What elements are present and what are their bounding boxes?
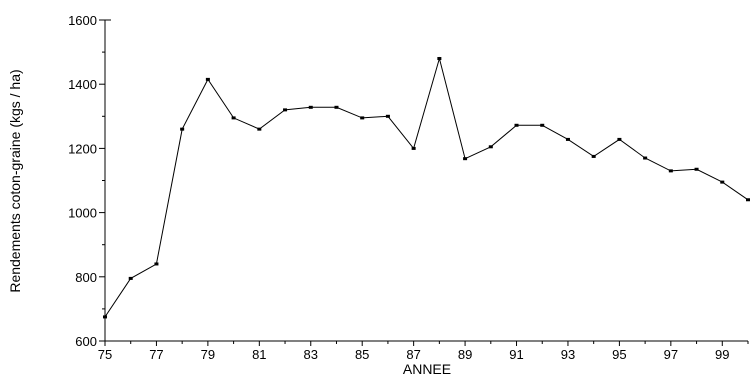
x-tick-label: 93	[561, 347, 575, 362]
data-point	[540, 123, 545, 127]
data-point	[488, 145, 493, 149]
y-tick-label: 1600	[68, 13, 97, 28]
y-axis-title: Rendements coton-graine (kgs / ha)	[7, 69, 23, 292]
x-tick-label: 85	[355, 347, 369, 362]
data-point	[720, 180, 725, 184]
x-tick-label: 87	[406, 347, 420, 362]
data-point	[565, 137, 570, 141]
y-axis: 600 800 1000 1200 1400 1600	[68, 13, 111, 349]
data-point	[180, 127, 185, 131]
data-point	[617, 137, 622, 141]
data-point	[746, 198, 750, 202]
data-point	[231, 116, 236, 120]
data-point	[334, 105, 339, 109]
data-point	[437, 57, 442, 61]
x-axis-title: ANNEE	[403, 361, 451, 376]
y-tick-label: 1000	[68, 206, 97, 221]
x-tick-label: 89	[458, 347, 472, 362]
data-point	[283, 108, 288, 112]
y-tick-label: 800	[75, 270, 97, 285]
x-tick-label: 81	[252, 347, 266, 362]
data-point	[103, 315, 107, 319]
data-point	[463, 157, 468, 161]
data-point	[385, 114, 390, 118]
data-point	[308, 105, 313, 109]
data-point	[257, 127, 262, 131]
x-tick-label: 99	[715, 347, 729, 362]
y-tick-label: 600	[75, 334, 97, 349]
x-tick-label: 79	[201, 347, 215, 362]
x-tick-label: 91	[509, 347, 523, 362]
series-line	[104, 56, 749, 318]
data-point	[411, 146, 416, 150]
data-point	[205, 77, 210, 81]
x-tick-label: 95	[612, 347, 626, 362]
y-tick-label: 1400	[68, 77, 97, 92]
y-tick-label: 1200	[68, 141, 97, 156]
data-point	[643, 156, 648, 160]
x-axis: 75 77 79 81 83 85 87 89 91 93 95 97 99	[98, 340, 749, 362]
data-point	[360, 116, 365, 120]
data-point	[591, 154, 596, 158]
data-point	[154, 262, 159, 266]
x-tick-label: 83	[304, 347, 318, 362]
plot-series	[103, 56, 750, 319]
x-tick-label: 75	[98, 347, 112, 362]
data-point	[668, 169, 673, 173]
data-point	[514, 123, 519, 127]
x-tick-label: 77	[149, 347, 163, 362]
data-point	[128, 276, 133, 280]
data-point	[694, 167, 699, 171]
x-tick-label: 97	[664, 347, 678, 362]
